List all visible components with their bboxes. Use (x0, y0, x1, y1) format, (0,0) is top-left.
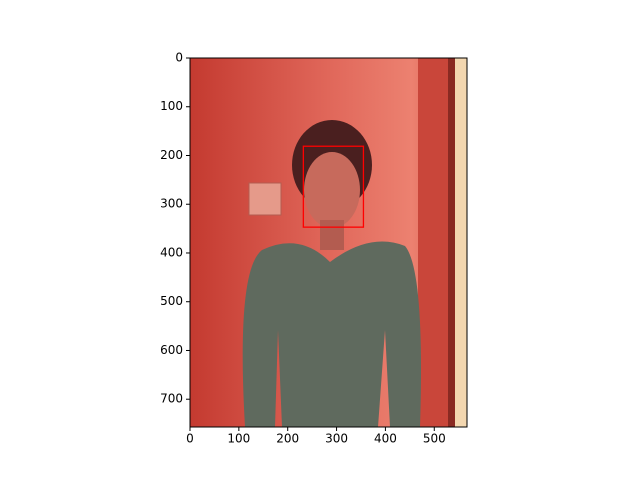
x-tick-label: 100 (227, 432, 250, 446)
face-box (302, 145, 365, 228)
y-tick-label: 600 (160, 343, 183, 357)
y-tick-label: 400 (160, 245, 183, 259)
axes-frame (189, 57, 468, 428)
y-tick-label: 300 (160, 197, 183, 211)
y-tick-label: 0 (175, 51, 183, 65)
x-tick-label: 500 (423, 432, 446, 446)
x-tick-label: 300 (325, 432, 348, 446)
y-tick-label: 700 (160, 392, 183, 406)
x-tick-label: 0 (186, 432, 194, 446)
y-tick-label: 100 (160, 99, 183, 113)
y-tick-label: 500 (160, 294, 183, 308)
x-tick-label: 400 (374, 432, 397, 446)
y-tick-label: 200 (160, 148, 183, 162)
x-tick-label: 200 (276, 432, 299, 446)
photo (190, 58, 467, 427)
